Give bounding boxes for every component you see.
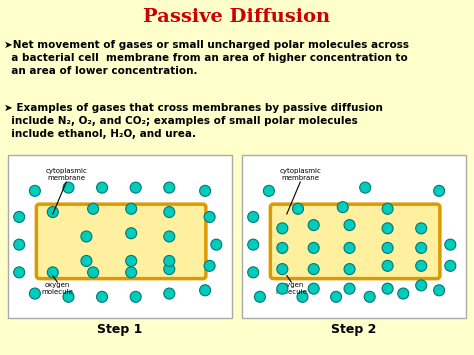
Circle shape <box>337 202 348 213</box>
Circle shape <box>81 231 92 242</box>
Text: ➤ Examples of gases that cross membranes by passive diffusion: ➤ Examples of gases that cross membranes… <box>4 103 383 113</box>
Circle shape <box>308 283 319 294</box>
Circle shape <box>344 283 355 294</box>
Circle shape <box>308 264 319 275</box>
Circle shape <box>248 267 259 278</box>
Circle shape <box>47 207 58 218</box>
Circle shape <box>164 256 175 267</box>
Circle shape <box>47 267 58 278</box>
Circle shape <box>308 220 319 231</box>
Text: include N₂, O₂, and CO₂; examples of small polar molecules: include N₂, O₂, and CO₂; examples of sma… <box>4 116 358 126</box>
FancyBboxPatch shape <box>270 204 440 279</box>
Circle shape <box>277 223 288 234</box>
Circle shape <box>211 239 222 250</box>
Text: ➤Net movement of gases or small uncharged polar molecules across
  a bacterial c: ➤Net movement of gases or small uncharge… <box>4 40 409 76</box>
Circle shape <box>164 264 175 275</box>
Bar <box>242 155 466 318</box>
Circle shape <box>434 185 445 196</box>
Circle shape <box>88 267 99 278</box>
Circle shape <box>434 285 445 296</box>
Circle shape <box>14 267 25 278</box>
Circle shape <box>14 239 25 250</box>
Text: Step 1: Step 1 <box>97 323 143 336</box>
Circle shape <box>164 288 175 299</box>
Circle shape <box>14 212 25 223</box>
Circle shape <box>344 242 355 253</box>
Circle shape <box>445 260 456 271</box>
Circle shape <box>200 285 210 296</box>
Circle shape <box>344 220 355 231</box>
Bar <box>8 155 232 318</box>
Circle shape <box>382 242 393 253</box>
Circle shape <box>97 291 108 302</box>
Circle shape <box>364 291 375 302</box>
Circle shape <box>255 291 265 302</box>
Text: cytoplasmic
membrane: cytoplasmic membrane <box>46 168 87 181</box>
Circle shape <box>204 260 215 271</box>
Circle shape <box>200 185 210 196</box>
Circle shape <box>277 264 288 275</box>
Text: cytoplasmic
membrane: cytoplasmic membrane <box>279 168 321 181</box>
Circle shape <box>382 223 393 234</box>
Circle shape <box>398 288 409 299</box>
Circle shape <box>88 203 99 214</box>
Circle shape <box>277 242 288 253</box>
Circle shape <box>81 256 92 267</box>
Circle shape <box>63 182 74 193</box>
Circle shape <box>416 280 427 291</box>
Circle shape <box>164 231 175 242</box>
Circle shape <box>164 182 175 193</box>
Circle shape <box>308 242 319 253</box>
Circle shape <box>416 223 427 234</box>
Circle shape <box>292 203 303 214</box>
Circle shape <box>126 228 137 239</box>
Circle shape <box>130 182 141 193</box>
Circle shape <box>126 203 137 214</box>
Circle shape <box>330 291 342 302</box>
Circle shape <box>97 182 108 193</box>
Circle shape <box>382 203 393 214</box>
Circle shape <box>445 239 456 250</box>
Circle shape <box>297 291 308 302</box>
Circle shape <box>164 207 175 218</box>
Circle shape <box>416 242 427 253</box>
Circle shape <box>382 283 393 294</box>
Circle shape <box>360 182 371 193</box>
Circle shape <box>204 212 215 223</box>
Circle shape <box>264 185 274 196</box>
Circle shape <box>344 264 355 275</box>
Circle shape <box>382 260 393 271</box>
Circle shape <box>248 239 259 250</box>
Circle shape <box>126 256 137 267</box>
Circle shape <box>63 291 74 302</box>
Text: include ethanol, H₂O, and urea.: include ethanol, H₂O, and urea. <box>4 129 196 139</box>
Circle shape <box>248 212 259 223</box>
Text: Step 2: Step 2 <box>331 323 377 336</box>
Circle shape <box>126 267 137 278</box>
Circle shape <box>416 260 427 271</box>
FancyBboxPatch shape <box>36 204 206 279</box>
Circle shape <box>29 185 40 196</box>
Circle shape <box>29 288 40 299</box>
Circle shape <box>130 291 141 302</box>
Text: oxygen
molecule: oxygen molecule <box>275 282 307 295</box>
Circle shape <box>277 283 288 294</box>
Text: Passive Diffusion: Passive Diffusion <box>144 8 330 26</box>
Text: oxygen
molecule: oxygen molecule <box>41 282 73 295</box>
